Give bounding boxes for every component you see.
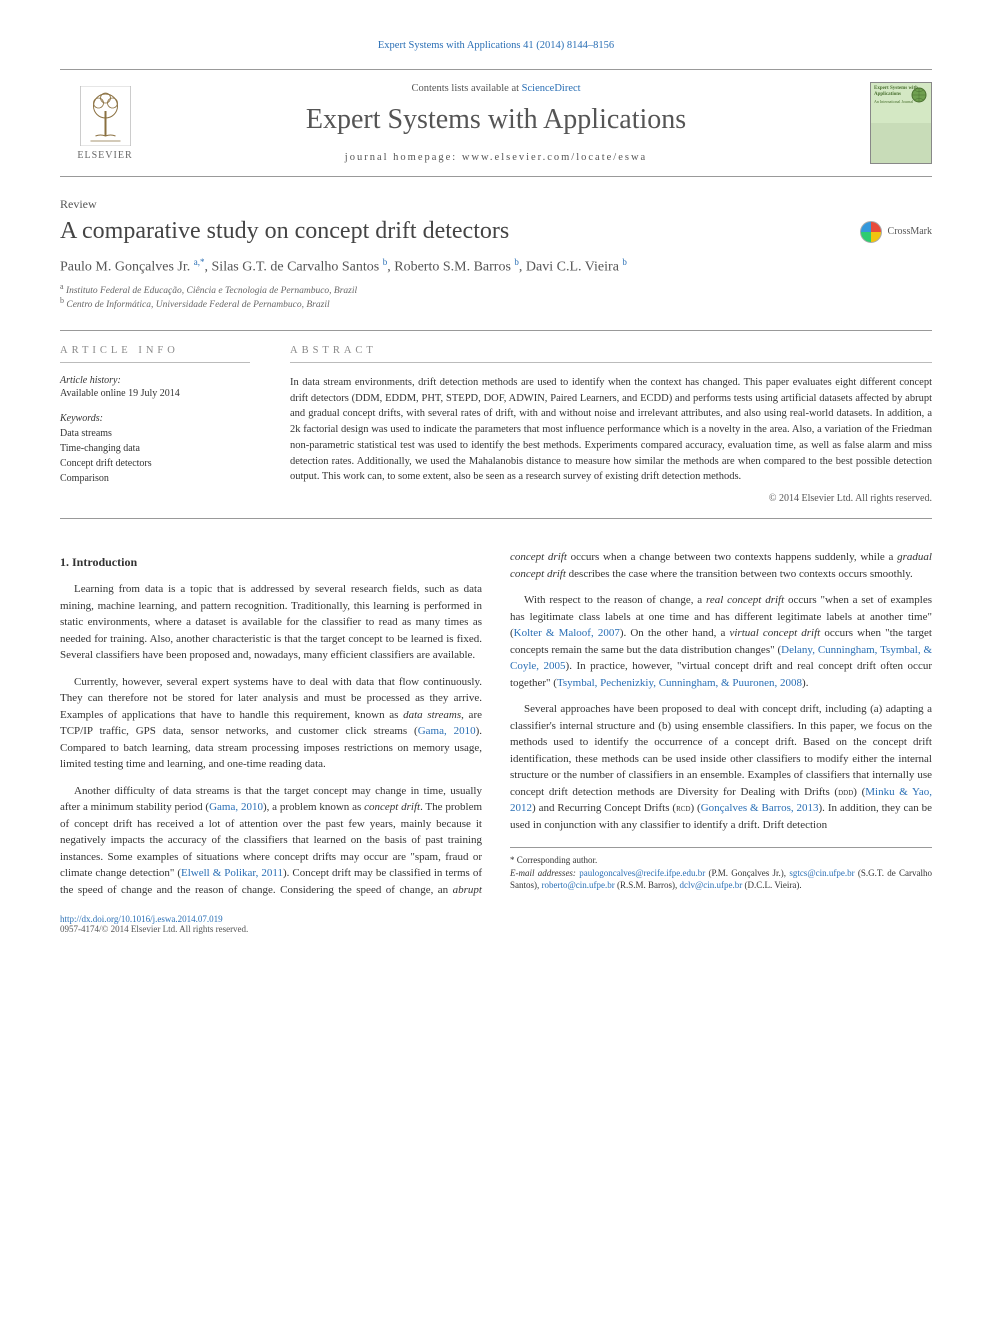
article-info-block: ARTICLE INFO Article history: Available … xyxy=(60,345,260,504)
cite-kolter-2007[interactable]: Kolter & Maloof, 2007 xyxy=(514,627,620,639)
cite-gama-2010-b[interactable]: Gama, 2010 xyxy=(209,801,263,813)
journal-cover-thumb: Expert Systems with Applications An Inte… xyxy=(870,82,932,164)
history-label: Article history: xyxy=(60,375,250,386)
page-footer: http://dx.doi.org/10.1016/j.eswa.2014.07… xyxy=(60,914,932,934)
publisher-name: ELSEVIER xyxy=(77,150,132,161)
cite-tsymbal-2008[interactable]: Tsymbal, Pechenizkiy, Cunningham, & Puur… xyxy=(557,677,802,689)
elsevier-tree-logo xyxy=(78,86,133,146)
article-title: A comparative study on concept drift det… xyxy=(60,218,509,245)
article-type: Review xyxy=(60,197,932,212)
email-addresses: E-mail addresses: paulogoncalves@recife.… xyxy=(510,867,932,892)
info-heading: ARTICLE INFO xyxy=(60,345,250,363)
body-p1: Learning from data is a topic that is ad… xyxy=(60,581,482,664)
crossmark-label: CrossMark xyxy=(888,226,932,237)
body-p4: With respect to the reason of change, a … xyxy=(510,592,932,691)
homepage-prefix: journal homepage: xyxy=(345,152,462,163)
abstract-text: In data stream environments, drift detec… xyxy=(290,375,932,485)
abstract-heading: ABSTRACT xyxy=(290,345,932,363)
section-1-heading: 1. Introduction xyxy=(60,553,482,571)
homepage-url[interactable]: www.elsevier.com/locate/eswa xyxy=(462,152,647,163)
body-p2: Currently, however, several expert syste… xyxy=(60,674,482,773)
crossmark-icon xyxy=(860,221,882,243)
body-p5: Several approaches have been proposed to… xyxy=(510,701,932,833)
issn-copyright: 0957-4174/© 2014 Elsevier Ltd. All right… xyxy=(60,924,248,934)
abstract-copyright: © 2014 Elsevier Ltd. All rights reserved… xyxy=(290,493,932,504)
sciencedirect-link[interactable]: ScienceDirect xyxy=(522,83,581,94)
cite-goncalves-2013[interactable]: Gonçalves & Barros, 2013 xyxy=(701,802,819,814)
doi-link[interactable]: http://dx.doi.org/10.1016/j.eswa.2014.07… xyxy=(60,914,223,924)
affiliations: a Instituto Federal de Educação, Ciência… xyxy=(60,282,932,310)
cover-globe-icon xyxy=(910,86,928,104)
journal-name: Expert Systems with Applications xyxy=(150,104,842,136)
journal-citation[interactable]: Expert Systems with Applications 41 (201… xyxy=(60,40,932,51)
cite-gama-2010-a[interactable]: Gama, 2010 xyxy=(418,725,476,737)
footnotes: * Corresponding author. E-mail addresses… xyxy=(510,847,932,892)
contents-line: Contents lists available at ScienceDirec… xyxy=(150,83,842,94)
abstract-block: ABSTRACT In data stream environments, dr… xyxy=(290,345,932,504)
cite-elwell-2011[interactable]: Elwell & Polikar, 2011 xyxy=(181,867,283,879)
keywords-label: Keywords: xyxy=(60,413,250,424)
masthead: ELSEVIER Contents lists available at Sci… xyxy=(60,69,932,177)
homepage-line: journal homepage: www.elsevier.com/locat… xyxy=(150,152,842,163)
contents-prefix: Contents lists available at xyxy=(411,83,521,94)
history-value: Available online 19 July 2014 xyxy=(60,388,250,399)
keywords-list: Data streamsTime-changing dataConcept dr… xyxy=(60,426,250,486)
crossmark-badge[interactable]: CrossMark xyxy=(860,221,932,243)
corresponding-author: * Corresponding author. xyxy=(510,854,932,867)
authors: Paulo M. Gonçalves Jr. a,*, Silas G.T. d… xyxy=(60,257,932,276)
publisher-block: ELSEVIER xyxy=(60,86,150,161)
body-columns: 1. Introduction Learning from data is a … xyxy=(60,549,932,898)
